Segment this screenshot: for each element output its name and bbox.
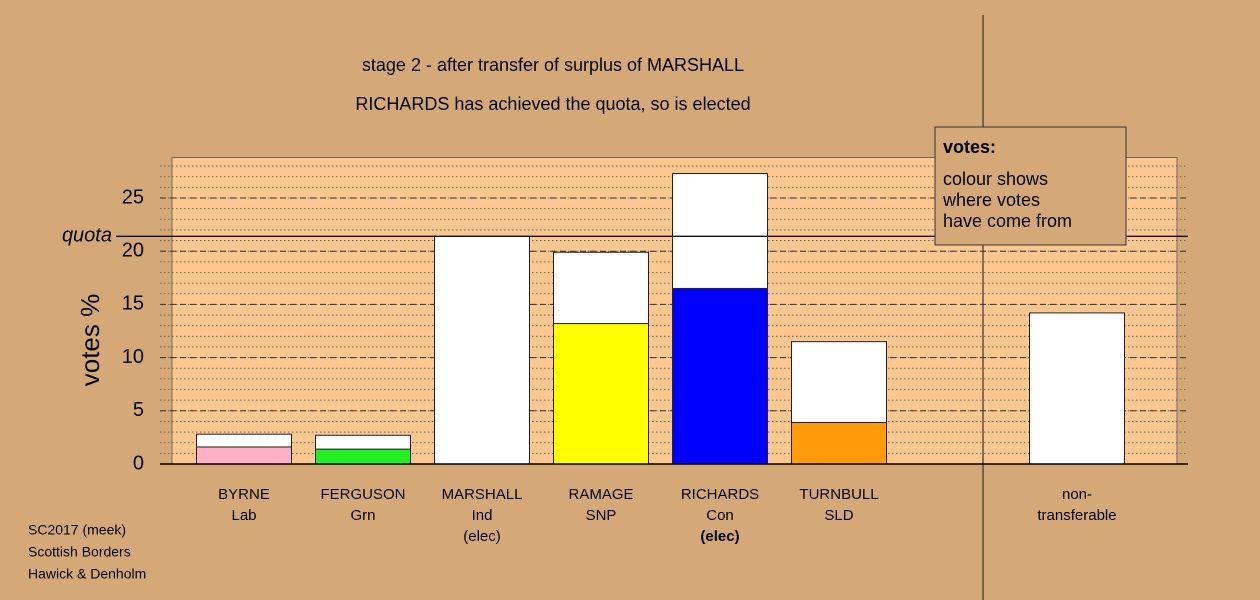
bar-segment <box>672 173 768 289</box>
chart-title: stage 2 - after transfer of surplus of M… <box>362 55 744 75</box>
x-tick-label: RICHARDS <box>681 486 759 503</box>
bar-segment <box>315 448 411 465</box>
y-axis-label: votes % <box>75 294 105 387</box>
y-tick-label: 0 <box>133 452 144 474</box>
y-tick-label: 15 <box>122 293 144 315</box>
bar-segment <box>553 251 649 325</box>
bar-segment <box>434 235 530 465</box>
y-tick-label: 5 <box>133 399 144 421</box>
x-tick-label: (elec) <box>463 528 501 545</box>
bar-segment <box>672 287 768 465</box>
x-tick-label: FERGUSON <box>320 486 405 503</box>
legend-text: colour shows <box>943 169 1048 189</box>
x-tick-label: SNP <box>586 507 617 524</box>
x-tick-label: non- <box>1062 486 1092 503</box>
bar-segment <box>315 434 411 450</box>
legend-text: where votes <box>942 190 1040 210</box>
x-tick-label: (elec) <box>700 528 739 545</box>
x-tick-label: RAMAGE <box>568 486 633 503</box>
x-tick-label: transferable <box>1037 507 1116 524</box>
bar-segment <box>791 422 887 465</box>
x-tick-label: BYRNE <box>218 486 270 503</box>
bar-segment <box>196 433 292 448</box>
bar-segment <box>791 341 887 424</box>
quota-label: quota <box>62 225 112 247</box>
x-tick-label: Con <box>706 507 734 524</box>
footer-text: SC2017 (meek) <box>28 522 126 538</box>
bar-segment <box>1029 312 1125 465</box>
y-tick-label: 20 <box>122 239 144 261</box>
x-tick-label: MARSHALL <box>442 486 523 503</box>
chart-subtitle: RICHARDS has achieved the quota, so is e… <box>355 94 750 114</box>
legend-title: votes: <box>943 137 996 157</box>
y-tick-label: 25 <box>122 186 144 208</box>
x-tick-label: Ind <box>472 507 493 524</box>
x-tick-label: SLD <box>824 507 853 524</box>
footer-text: Hawick & Denholm <box>28 566 146 582</box>
bar-segment <box>196 446 292 465</box>
x-tick-label: Grn <box>350 507 375 524</box>
y-tick-label: 10 <box>122 346 144 368</box>
bar-segment <box>553 323 649 465</box>
legend-text: have come from <box>943 211 1072 231</box>
x-tick-label: TURNBULL <box>799 486 878 503</box>
legend-box <box>934 126 1127 246</box>
x-tick-label: Lab <box>231 507 256 524</box>
footer-text: Scottish Borders <box>28 544 131 560</box>
